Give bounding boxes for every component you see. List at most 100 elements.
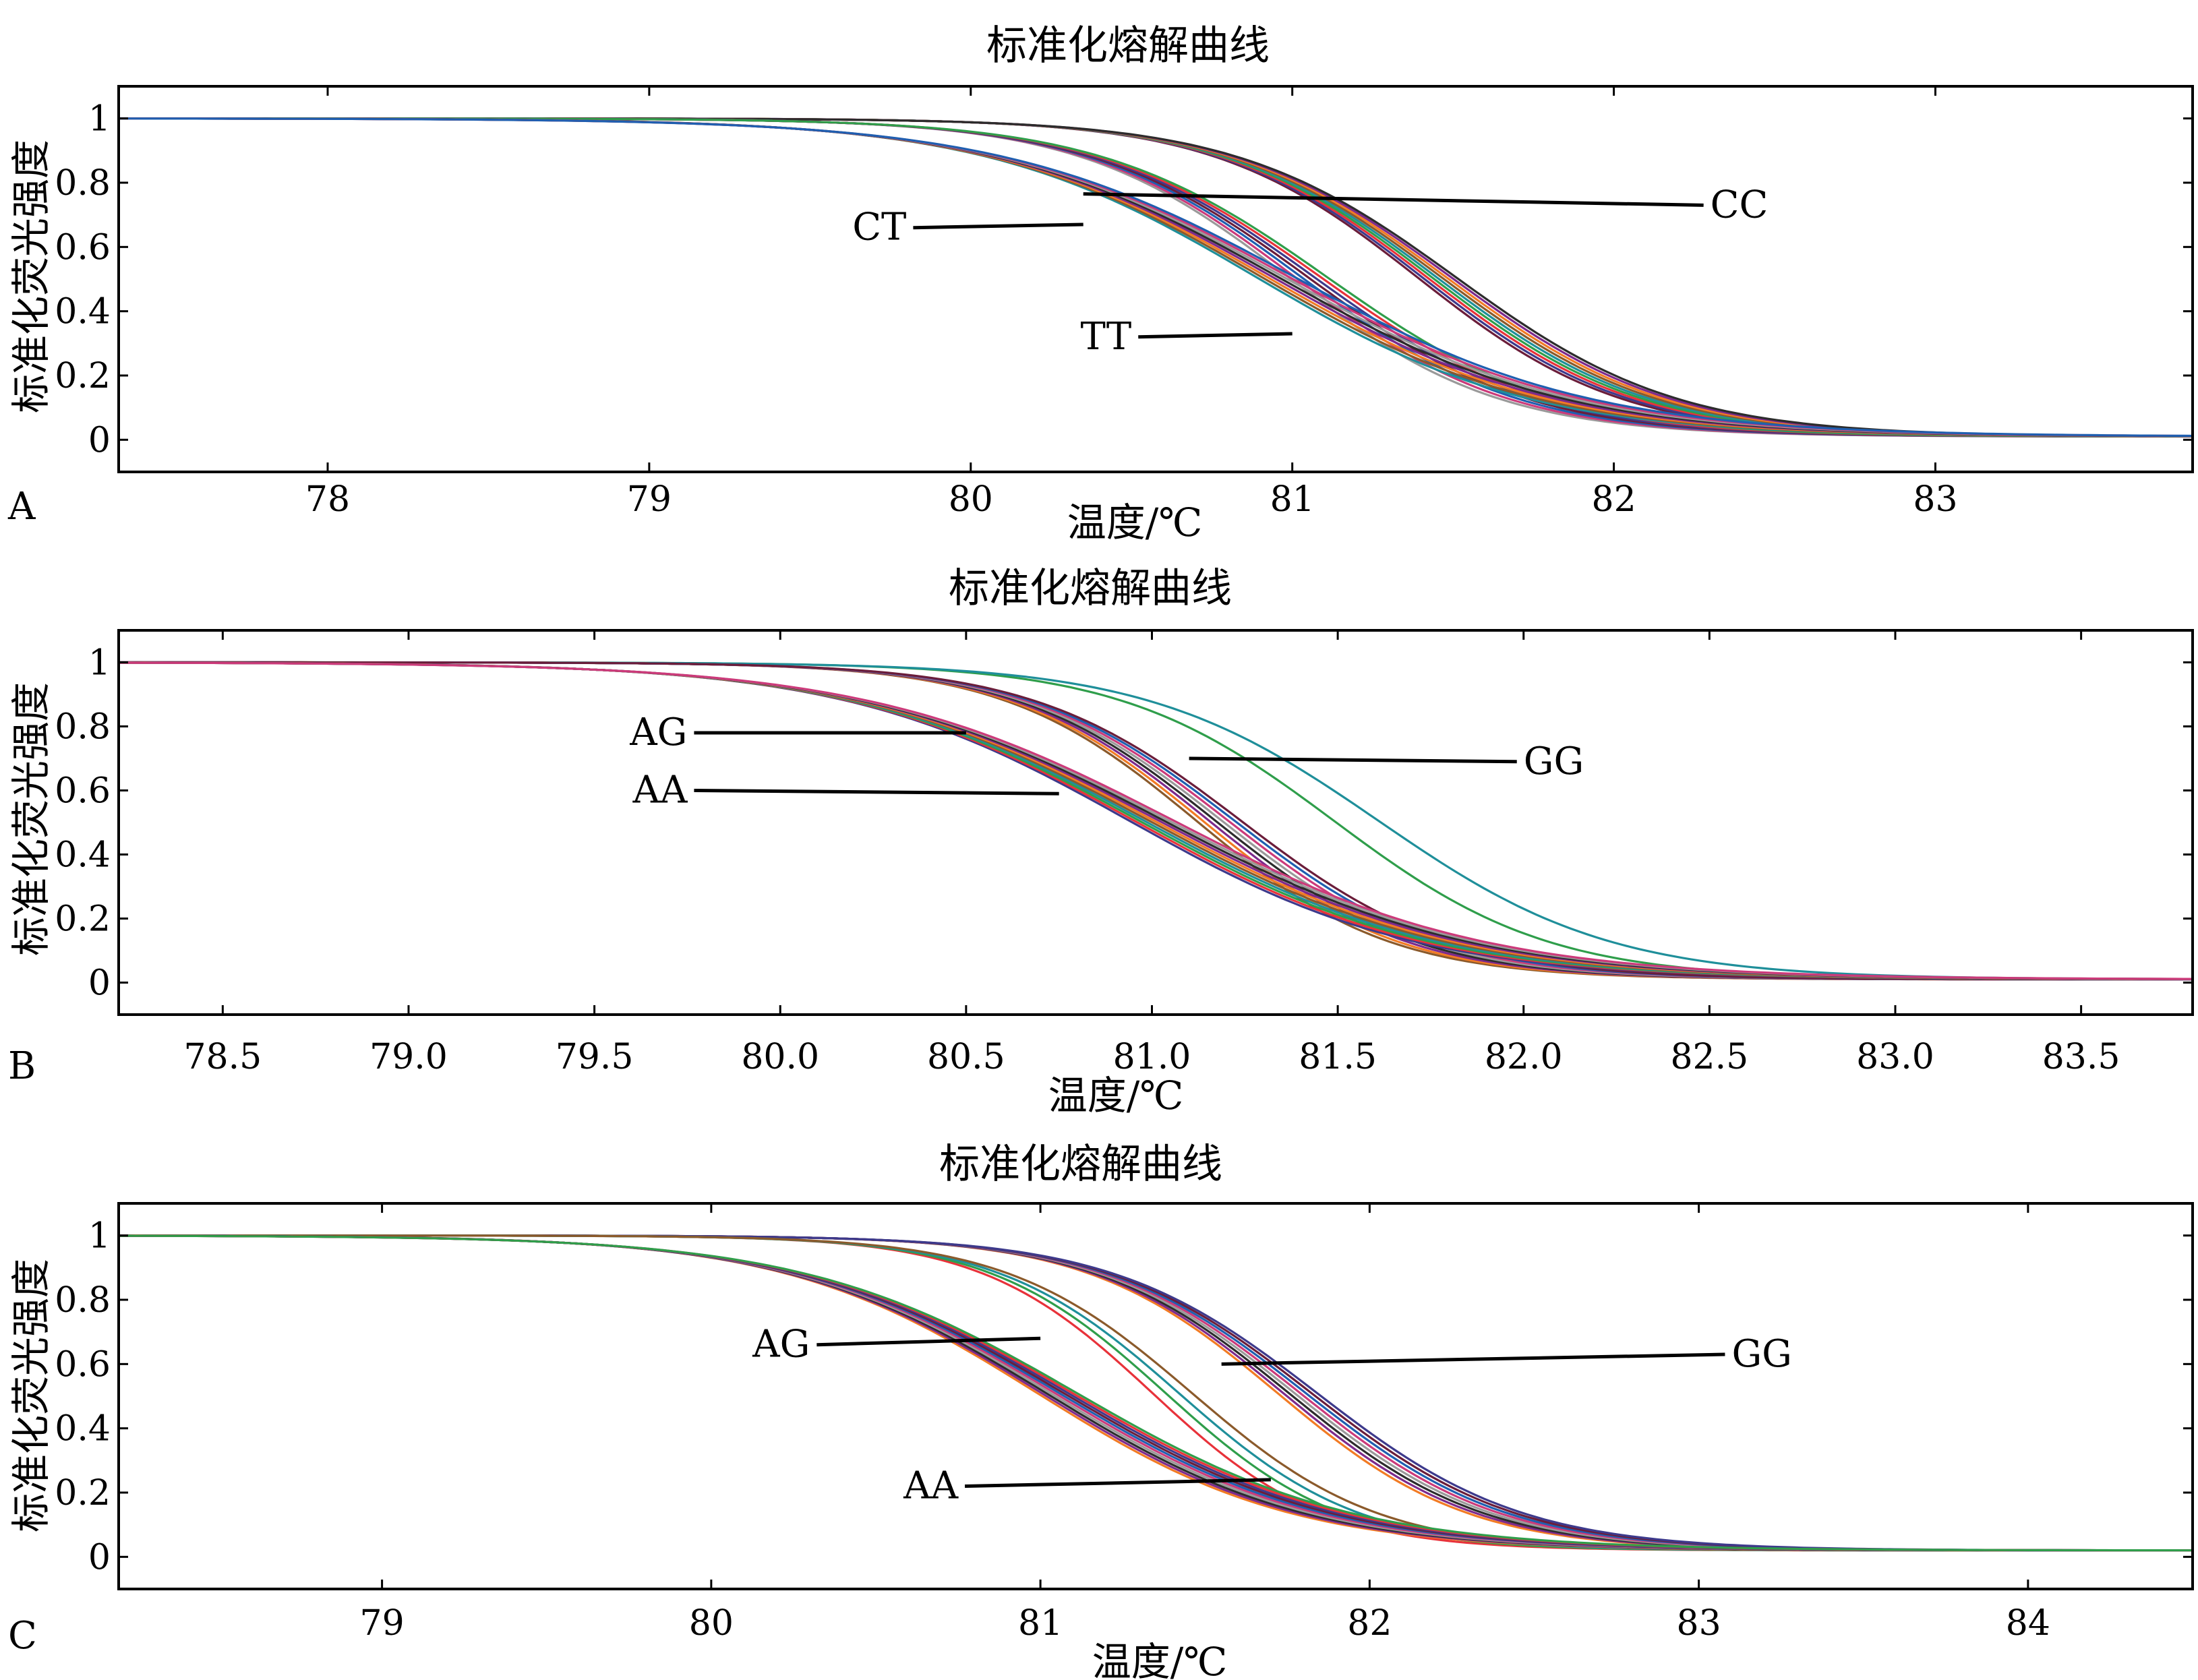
melt-curve-tt bbox=[119, 117, 2193, 438]
melt-curve-ct bbox=[119, 117, 2193, 438]
x-tick-label: 83 bbox=[1677, 1603, 1721, 1644]
x-tick-label: 81 bbox=[1270, 479, 1315, 520]
melt-curve-tt bbox=[119, 117, 2193, 438]
y-tick-label: 0.8 bbox=[55, 707, 111, 748]
melt-curve-cc bbox=[119, 117, 2193, 438]
annotation-aa: AA bbox=[632, 769, 688, 812]
panel-b-y-axis-label: 标准化荧光强度 bbox=[8, 682, 54, 956]
x-tick-label: 80.5 bbox=[927, 1037, 1005, 1077]
x-tick-label: 80.0 bbox=[741, 1037, 819, 1077]
melt-curve-ct bbox=[119, 117, 2193, 438]
melt-curve-cc bbox=[119, 117, 2193, 438]
y-tick-label: 0.6 bbox=[55, 771, 111, 812]
x-tick-label: 79 bbox=[627, 479, 672, 520]
plot-frame bbox=[117, 1202, 2194, 1590]
melt-curve-aa bbox=[119, 1234, 2193, 1552]
melt-curve-gg bbox=[119, 1234, 2193, 1552]
y-tick-label: 1 bbox=[88, 99, 111, 140]
y-tick-label: 0.4 bbox=[55, 292, 111, 332]
melt-curve-aa bbox=[119, 1234, 2193, 1552]
annotation-leader-cc bbox=[1083, 192, 1704, 207]
melt-curve-gg bbox=[119, 1234, 2193, 1552]
panel-a-x-axis-label: 温度/℃ bbox=[1067, 500, 1202, 545]
melt-curve-tt bbox=[119, 117, 2193, 438]
melt-curve-ct bbox=[119, 117, 2193, 438]
melt-curve-aa bbox=[119, 1234, 2193, 1552]
y-tick-label: 0.6 bbox=[55, 227, 111, 268]
x-tick-label: 81.0 bbox=[1113, 1037, 1191, 1077]
x-tick-label: 79 bbox=[360, 1603, 405, 1644]
panel-b-title: 标准化熔解曲线 bbox=[949, 565, 1232, 612]
y-tick-label: 0.4 bbox=[55, 1409, 111, 1449]
melt-curve-tt bbox=[119, 117, 2193, 438]
y-tick-label: 0.6 bbox=[55, 1344, 111, 1385]
panel-c-plot: 0 0.2 0.4 0.6 0.8 1 79 80 81 82 83 84 GG AG AA bbox=[55, 1202, 2194, 1644]
x-tick-label: 83.0 bbox=[1856, 1037, 1934, 1077]
x-tick-label: 79.0 bbox=[369, 1037, 448, 1077]
melt-curve-aa bbox=[119, 661, 2193, 980]
x-tick-label: 80 bbox=[949, 479, 993, 520]
panel-b: 标准化熔解曲线 标准化荧光强度 温度/℃ B 0 0.2 0.4 0.6 0.8 1 78.… bbox=[8, 565, 2194, 1118]
annotation-leader-ct bbox=[913, 222, 1083, 230]
annotation-leader-aa bbox=[964, 1478, 1271, 1488]
melt-curve-cc bbox=[119, 117, 2193, 438]
melt-curve-tt bbox=[119, 117, 2193, 438]
panel-c-letter: C bbox=[8, 1614, 37, 1658]
melt-curve-gg bbox=[119, 1234, 2193, 1552]
melt-curve-cc bbox=[119, 117, 2193, 438]
y-tick-label: 0.8 bbox=[55, 1280, 111, 1321]
plot-frame bbox=[117, 629, 2194, 1016]
x-tick-label: 81.5 bbox=[1299, 1037, 1377, 1077]
y-tick-label: 1 bbox=[88, 1216, 111, 1257]
annotation-ct: CT bbox=[852, 206, 906, 249]
y-tick-label: 0.8 bbox=[55, 163, 111, 204]
melt-curve-cc bbox=[119, 117, 2193, 438]
melt-curve-cc bbox=[119, 117, 2193, 438]
melt-curve-ct bbox=[119, 117, 2193, 438]
melt-curve-gg bbox=[119, 1234, 2193, 1552]
melt-curve-aa bbox=[119, 1234, 2193, 1552]
panel-b-x-axis-label: 温度/℃ bbox=[1048, 1073, 1183, 1118]
annotation-leader-gg bbox=[1189, 756, 1517, 764]
melt-curve-gg bbox=[119, 1234, 2193, 1552]
melt-curve-ag bbox=[119, 1234, 2193, 1552]
melt-curve-ct bbox=[119, 117, 2193, 438]
melt-curve-cc bbox=[119, 117, 2193, 438]
annotation-leader-gg bbox=[1221, 1352, 1725, 1366]
annotation-leader-tt bbox=[1138, 332, 1293, 339]
x-tick-label: 83 bbox=[1913, 479, 1957, 520]
annotation-leader-ag bbox=[816, 1336, 1041, 1347]
x-tick-label: 82 bbox=[1591, 479, 1636, 520]
panel-a-y-axis-label: 标准化荧光强度 bbox=[8, 140, 54, 413]
panel-a-curves bbox=[119, 117, 2193, 438]
melt-curve-ag bbox=[119, 1234, 2193, 1552]
annotation-gg: GG bbox=[1731, 1332, 1791, 1376]
melt-curve-aa bbox=[119, 1234, 2193, 1552]
panel-b-curves bbox=[119, 661, 2193, 981]
y-tick-label: 0 bbox=[88, 420, 111, 460]
panel-a-plot: 0 0.2 0.4 0.6 0.8 1 78 79 80 81 82 83 CC CT TT bbox=[55, 85, 2194, 520]
annotation-leader-aa bbox=[694, 789, 1059, 796]
panel-a-title: 标准化熔解曲线 bbox=[986, 22, 1270, 69]
melt-curve-aa bbox=[119, 1234, 2193, 1552]
annotation-cc: CC bbox=[1711, 183, 1769, 227]
melt-curve-ct bbox=[119, 117, 2193, 438]
panel-c-curves bbox=[119, 1234, 2193, 1552]
melt-curve-tt bbox=[119, 117, 2193, 438]
x-tick-label: 82 bbox=[1347, 1603, 1392, 1644]
y-tick-label: 1 bbox=[88, 643, 111, 684]
melt-curve-aa bbox=[119, 661, 2193, 980]
melt-curve-aa bbox=[119, 1234, 2193, 1552]
panel-c: 标准化熔解曲线 标准化荧光强度 温度/℃ C 0 0.2 0.4 0.6 0.8 1 79 8… bbox=[8, 1141, 2194, 1680]
melt-curve-aa bbox=[119, 1234, 2193, 1552]
annotation-aa: AA bbox=[903, 1464, 958, 1507]
melt-curve-ag bbox=[119, 1234, 2193, 1552]
melt-curve-ag bbox=[119, 1234, 2193, 1552]
x-tick-label: 81 bbox=[1018, 1603, 1063, 1644]
x-tick-label: 84 bbox=[2006, 1603, 2050, 1644]
melt-curve-ct bbox=[119, 117, 2193, 438]
y-tick-label: 0.2 bbox=[55, 356, 111, 396]
x-tick-label: 80 bbox=[689, 1603, 734, 1644]
y-tick-label: 0 bbox=[88, 963, 111, 1004]
